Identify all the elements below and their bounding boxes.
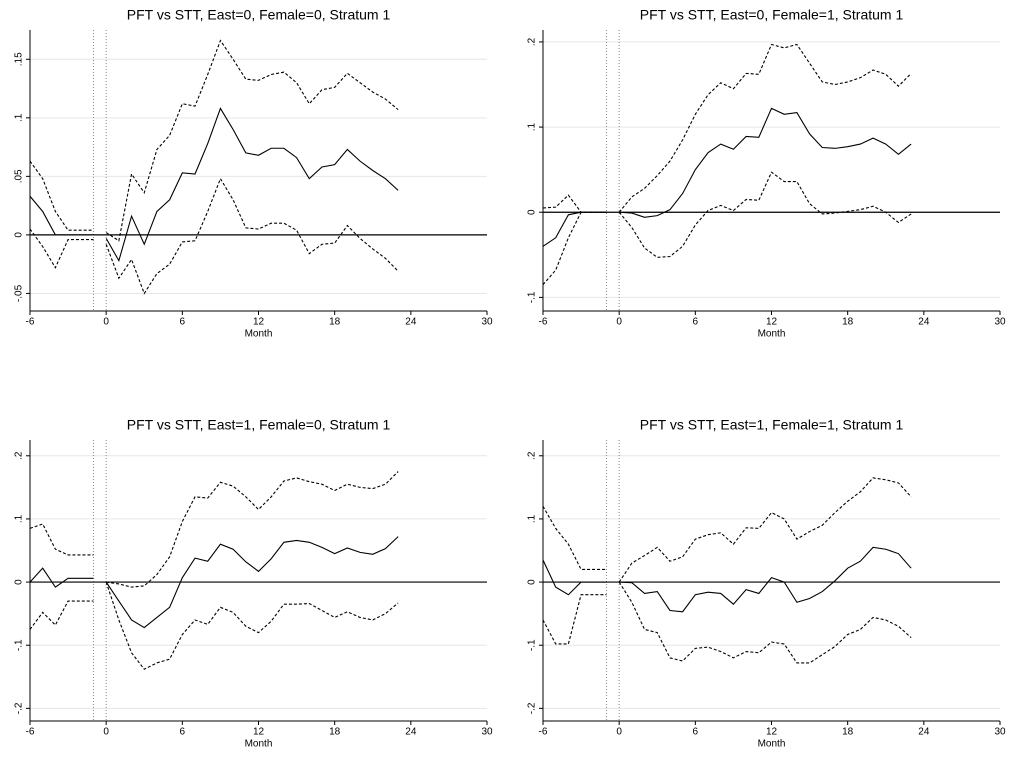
ci-line bbox=[542, 194, 607, 213]
y-tick-label: .1 bbox=[527, 122, 538, 131]
estimate-line bbox=[29, 195, 94, 236]
x-tick-label: -6 bbox=[26, 317, 35, 328]
y-tick-label: .15 bbox=[14, 52, 25, 66]
y-tick-label: 0 bbox=[527, 579, 538, 585]
y-tick-label: .1 bbox=[14, 514, 25, 523]
x-tick-label: 18 bbox=[329, 317, 341, 328]
ci-line bbox=[29, 523, 94, 556]
x-axis-label: Month bbox=[758, 739, 786, 750]
estimate-line bbox=[619, 546, 912, 613]
x-tick-label: 30 bbox=[481, 727, 493, 738]
x-tick-label: 18 bbox=[842, 317, 854, 328]
y-tick-label: -.05 bbox=[14, 284, 25, 302]
x-tick-label: 30 bbox=[994, 317, 1006, 328]
y-tick-label: -.1 bbox=[527, 639, 538, 651]
y-tick-label: -.1 bbox=[14, 639, 25, 651]
x-tick-label: 6 bbox=[180, 727, 186, 738]
x-tick-label: 12 bbox=[253, 727, 265, 738]
x-tick-label: 6 bbox=[693, 727, 699, 738]
estimate-line bbox=[105, 107, 399, 263]
y-tick-label: .1 bbox=[527, 514, 538, 523]
chart-title: PFT vs STT, East=0, Female=0, Stratum 1 bbox=[127, 7, 391, 23]
estimate-line bbox=[542, 559, 607, 596]
ci-line bbox=[29, 600, 94, 630]
ci-line bbox=[618, 477, 912, 583]
y-tick-label: -.2 bbox=[14, 702, 25, 714]
x-tick-label: -6 bbox=[539, 727, 548, 738]
y-tick-label: .05 bbox=[14, 169, 25, 183]
chart-title: PFT vs STT, East=1, Female=0, Stratum 1 bbox=[127, 417, 391, 433]
estimate-line bbox=[105, 536, 399, 629]
x-tick-label: 24 bbox=[405, 317, 417, 328]
y-tick-label: -.1 bbox=[527, 291, 538, 303]
y-tick-label: 0 bbox=[14, 232, 25, 238]
x-tick-label: 6 bbox=[693, 317, 699, 328]
x-tick-label: 18 bbox=[842, 727, 854, 738]
x-tick-label: 24 bbox=[918, 317, 930, 328]
x-tick-label: 30 bbox=[994, 727, 1006, 738]
y-tick-label: .2 bbox=[527, 451, 538, 460]
ci-line bbox=[618, 171, 912, 258]
x-tick-label: 0 bbox=[103, 727, 109, 738]
estimate-line bbox=[619, 107, 912, 218]
y-tick-label: .2 bbox=[14, 451, 25, 460]
x-tick-label: 12 bbox=[766, 317, 778, 328]
x-tick-label: 0 bbox=[103, 317, 109, 328]
estimate-line bbox=[542, 211, 607, 247]
x-tick-label: 24 bbox=[918, 727, 930, 738]
x-tick-label: 12 bbox=[253, 317, 265, 328]
x-tick-label: -6 bbox=[26, 727, 35, 738]
x-tick-label: 18 bbox=[329, 727, 341, 738]
ci-line bbox=[542, 506, 607, 570]
x-tick-label: 6 bbox=[180, 317, 186, 328]
y-tick-label: 0 bbox=[527, 209, 538, 215]
estimate-line bbox=[29, 567, 94, 588]
ci-line bbox=[542, 594, 607, 645]
ci-line bbox=[618, 43, 912, 213]
x-tick-label: 0 bbox=[616, 317, 622, 328]
ci-line bbox=[542, 211, 607, 285]
ci-line bbox=[105, 39, 399, 242]
ci-line bbox=[105, 177, 399, 295]
y-tick-label: 0 bbox=[14, 579, 25, 585]
x-axis-label: Month bbox=[245, 329, 273, 340]
x-tick-label: 30 bbox=[481, 317, 493, 328]
x-axis-label: Month bbox=[245, 739, 273, 750]
x-tick-label: 12 bbox=[766, 727, 778, 738]
ci-line bbox=[106, 471, 399, 588]
x-tick-label: 24 bbox=[405, 727, 417, 738]
ci-line bbox=[105, 581, 399, 670]
y-tick-label: .1 bbox=[14, 113, 25, 122]
x-axis-label: Month bbox=[758, 329, 786, 340]
ci-line bbox=[29, 228, 94, 269]
ci-line bbox=[618, 581, 912, 664]
ci-line bbox=[29, 160, 94, 231]
y-tick-label: -.2 bbox=[527, 702, 538, 714]
y-tick-label: .2 bbox=[527, 37, 538, 46]
x-tick-label: -6 bbox=[539, 317, 548, 328]
chart-title: PFT vs STT, East=1, Female=1, Stratum 1 bbox=[640, 417, 904, 433]
chart-title: PFT vs STT, East=0, Female=1, Stratum 1 bbox=[640, 7, 904, 23]
x-tick-label: 0 bbox=[616, 727, 622, 738]
